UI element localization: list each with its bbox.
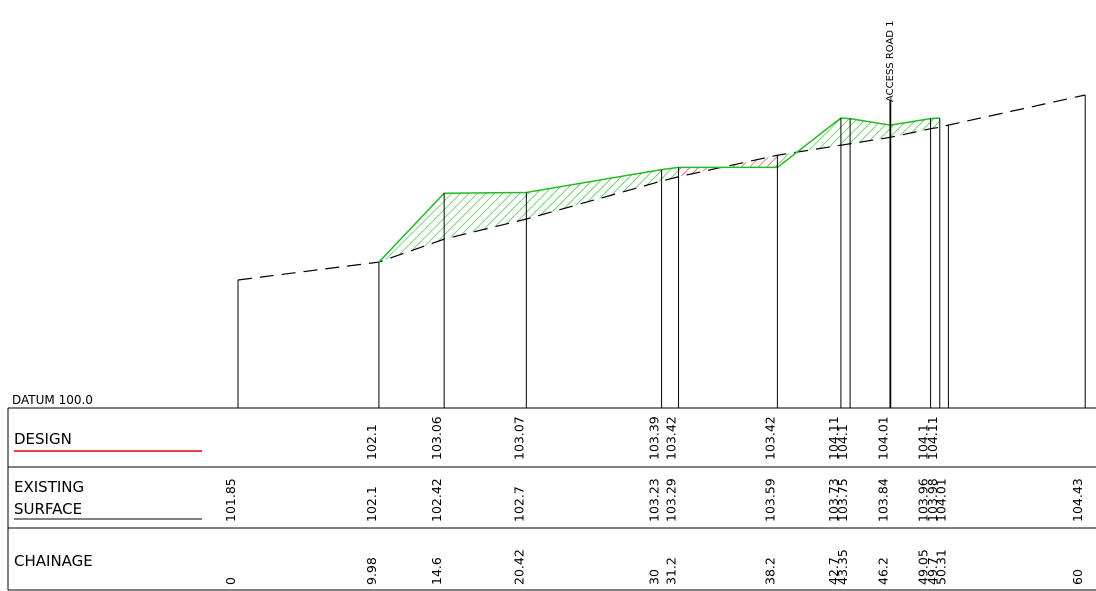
existing-value: 103.98 [925,478,940,522]
chainage-value: 9.98 [364,557,379,585]
chainage-value: 20.42 [511,549,526,585]
design-value: 104.1 [916,424,931,460]
existing-value: 102.7 [511,486,526,522]
chainage-value: 30 [647,569,662,585]
fill-hatch [840,117,851,146]
design-value: 103.39 [647,416,662,460]
chainage-value: 49.7 [925,557,940,585]
existing-value: 104.01 [933,478,948,522]
existing-value: 103.59 [762,478,777,522]
design-value: 103.07 [511,416,526,460]
fill-hatch [930,117,940,129]
design-value: 103.42 [664,416,679,460]
existing-value: 103.84 [875,478,890,522]
chainage-value: 0 [223,577,238,585]
chainage-value: 49.05 [916,549,931,585]
design-value: 103.06 [429,416,444,460]
design-value: 102.1 [364,424,379,460]
existing-label: EXISTING [14,478,84,496]
datum-label: DATUM 100.0 [12,393,93,407]
chainage-value: 60 [1070,569,1085,585]
design-label: DESIGN [14,430,72,448]
existing-value: 102.1 [364,486,379,522]
existing-label: SURFACE [14,500,82,518]
design-value: 104.11 [826,416,841,460]
existing-value: 102.42 [429,478,444,522]
design-value: 104.01 [875,416,890,460]
existing-value: 103.96 [916,478,931,522]
chainage-value: 31.2 [664,557,679,585]
fill-hatch [890,118,931,138]
existing-value: 101.85 [223,478,238,522]
fill-hatch [444,192,527,240]
fill-hatch [850,118,891,144]
design-value: 103.42 [762,416,777,460]
annotation: ACCESS ROAD 1 [885,20,896,102]
existing-value: 103.73 [826,478,841,522]
existing-value: 103.29 [664,478,679,522]
chainage-value: 42.7 [826,557,841,585]
chainage-value: 43.35 [835,549,850,585]
table-grid [7,407,1096,591]
existing-surface [237,94,1086,281]
existing-value: 103.23 [647,478,662,522]
existing-value: 104.43 [1070,478,1085,522]
chainage-label: CHAINAGE [14,552,93,570]
chainage-value: 50.31 [933,549,948,585]
fill-hatch [526,169,662,220]
cut-hatch [678,155,778,177]
design-value: 104.11 [925,416,940,460]
chainage-value: 38.2 [762,557,777,585]
chainage-value: 46.2 [875,557,890,585]
existing-value: 103.75 [835,478,850,522]
chainage-value: 14.6 [429,557,444,585]
design-value: 104.1 [835,424,850,460]
